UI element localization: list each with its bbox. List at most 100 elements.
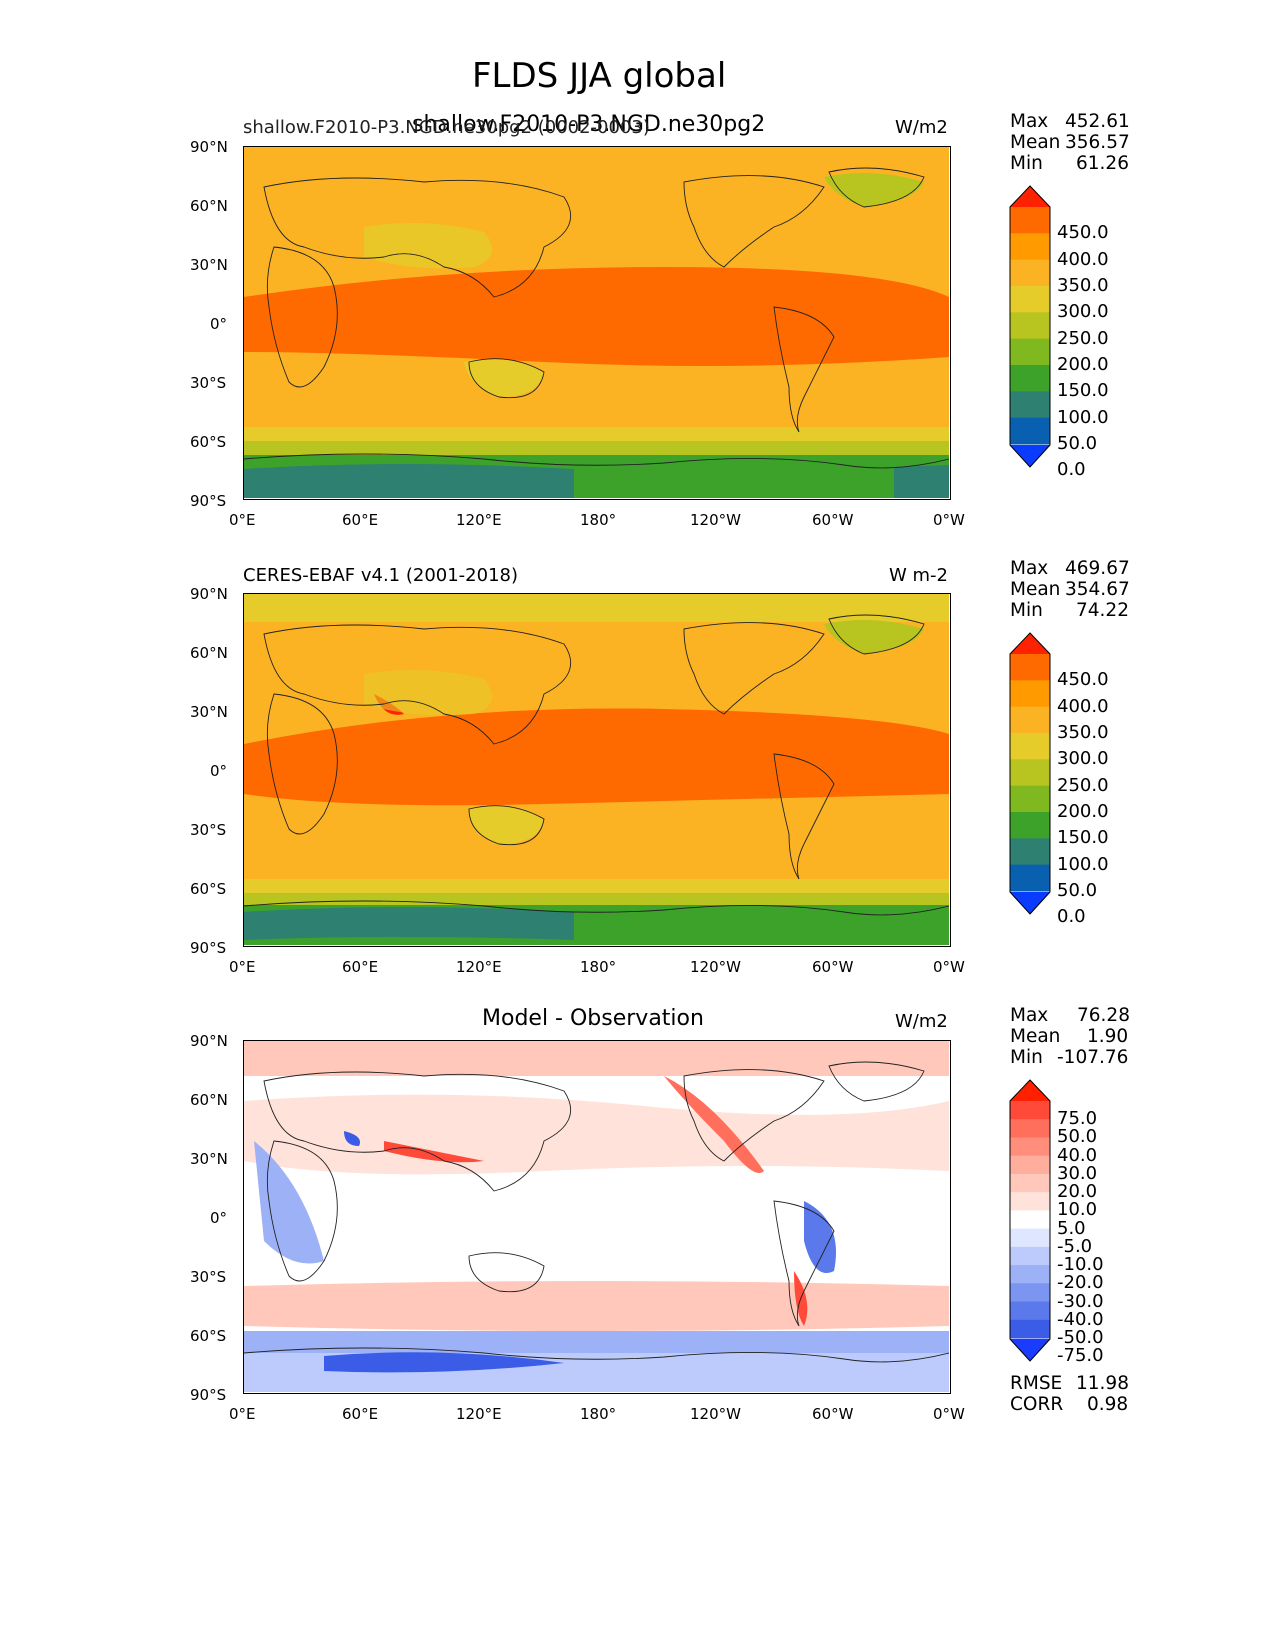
colorbar-label: 450.0 [1057, 222, 1109, 244]
panel-units: W/m2 [895, 117, 948, 138]
colorbar-segment [1010, 1246, 1050, 1266]
colorbar-extension-bottom [1010, 1339, 1050, 1361]
colorbar: 450.0 400.0 350.0 300.0 250.0 200.0 150.0 100.0… [1009, 632, 1109, 927]
lat-tick: 60°N [190, 1091, 228, 1109]
lat-tick: 30°N [190, 1150, 228, 1168]
figure-title: FLDS JJA global [472, 56, 727, 96]
lon-tick: 60°W [812, 958, 854, 976]
stat-label: Max [1010, 1005, 1049, 1026]
colorbar-segment [1010, 1228, 1050, 1248]
colorbar-svg [1009, 1079, 1051, 1362]
colorbar-svg [1009, 185, 1051, 468]
colorbar-segment [1010, 1101, 1050, 1120]
colorbar-segment [1010, 338, 1050, 366]
colorbar-label: 350.0 [1057, 722, 1109, 743]
stat-value: 76.28 [1077, 1005, 1130, 1026]
lat-tick: 30°S [190, 821, 227, 839]
lat-tick: 60°N [190, 644, 228, 662]
colorbar-label: -20.0 [1057, 1272, 1104, 1294]
colorbar-label: 0.0 [1057, 906, 1086, 928]
colorbar-outline [1009, 632, 1051, 915]
colorbar-label: 20.0 [1057, 1181, 1098, 1203]
lat-tick: 90°S [190, 939, 227, 957]
panel-left-title: CERES-EBAF v4.1 (2001-2018) [243, 565, 519, 586]
lat-tick: 90°S [190, 1386, 227, 1404]
lon-tick: 60°E [342, 958, 379, 976]
colorbar-extension-top [1010, 186, 1050, 207]
lat-tick: 0° [210, 762, 228, 780]
colorbar-segment [1010, 365, 1050, 392]
colorbar-label: 30.0 [1057, 1162, 1098, 1184]
lon-tick: 180° [580, 1405, 617, 1423]
colorbar-segment [1010, 759, 1050, 787]
stat-value: 1.90 [1087, 1026, 1129, 1047]
lat-tick: 0° [210, 315, 228, 333]
lat-tick: 30°N [190, 256, 228, 274]
stat-label: Mean [1010, 132, 1061, 153]
colorbar-extension-top [1010, 1080, 1050, 1101]
lon-tick: 60°W [812, 1405, 854, 1423]
stat-label: Max [1010, 558, 1049, 579]
colorbar-label: 50.0 [1057, 1126, 1098, 1148]
lon-tick: 180° [580, 511, 617, 529]
colorbar-segment [1010, 1137, 1050, 1157]
colorbar-label: 300.0 [1057, 748, 1109, 770]
lat-tick: 0° [210, 1209, 228, 1227]
lat-tick: 90°N [190, 1032, 228, 1050]
colorbar-outline [1009, 1079, 1051, 1362]
lat-tick: 30°S [190, 1268, 227, 1286]
colorbar-segment [1010, 864, 1050, 892]
stat-label: Mean [1010, 1026, 1061, 1047]
lon-tick: 0°E [229, 1405, 256, 1423]
colorbar-label: 150.0 [1057, 380, 1109, 402]
colorbar-segment [1010, 838, 1050, 866]
lon-tick: 120°E [456, 958, 502, 976]
stat-label: Min [1010, 153, 1043, 174]
colorbar-label: 50.0 [1057, 433, 1098, 454]
lon-tick: 60°W [812, 511, 854, 529]
colorbar-label: 75.0 [1057, 1108, 1098, 1130]
stat-label: CORR [1010, 1394, 1064, 1415]
colorbar-segment [1010, 1192, 1050, 1211]
stat-label: Min [1010, 1047, 1043, 1068]
colorbar-label: -75.0 [1057, 1345, 1104, 1367]
stat-label: Min [1010, 600, 1043, 621]
lon-tick: 60°E [342, 511, 379, 529]
colorbar-label: 400.0 [1057, 695, 1109, 717]
colorbar-segment [1010, 391, 1050, 419]
stat-value: 356.57 [1065, 132, 1130, 153]
panel-center-title: shallow.F2010-P3.NGD.ne30pg2 [412, 112, 766, 137]
colorbar-label: 200.0 [1057, 354, 1109, 375]
colorbar-extension-bottom [1010, 892, 1050, 914]
panel-units: W m-2 [889, 565, 949, 586]
colorbar-segment [1010, 706, 1050, 734]
stat-label: Max [1010, 111, 1049, 132]
colorbar-segment [1010, 680, 1050, 708]
colorbar-segment [1010, 207, 1050, 234]
colorbar-extension-top [1010, 633, 1050, 654]
colorbar-label: 40.0 [1057, 1144, 1098, 1166]
colorbar-segment [1010, 1283, 1050, 1303]
colorbar-segment [1010, 1173, 1050, 1193]
colorbar-label: 200.0 [1057, 801, 1109, 822]
colorbar-label: -30.0 [1057, 1290, 1104, 1312]
colorbar-segment [1010, 286, 1050, 313]
colorbar-segment [1010, 259, 1050, 287]
colorbar: 450.0 400.0 350.0 300.0 250.0 200.0 150.0 100.0… [1009, 185, 1109, 480]
colorbar-label: 50.0 [1057, 880, 1098, 901]
lon-tick: 180° [580, 958, 617, 976]
lon-tick: 120°W [690, 511, 741, 529]
colorbar-label: 100.0 [1057, 406, 1109, 428]
stat-label: RMSE [1010, 1373, 1063, 1394]
colorbar-label: 350.0 [1057, 275, 1109, 296]
colorbar-segment [1010, 785, 1050, 813]
lon-tick: 60°E [342, 1405, 379, 1423]
lon-tick: 120°E [456, 1405, 502, 1423]
colorbar-label: -40.0 [1057, 1308, 1104, 1330]
lon-tick: 0°E [229, 958, 256, 976]
lon-tick: 0°W [933, 958, 965, 976]
colorbar-segment [1010, 1319, 1050, 1339]
stat-value: 11.98 [1076, 1373, 1129, 1394]
colorbar-segment [1010, 312, 1050, 340]
colorbar-label: 300.0 [1057, 301, 1109, 323]
